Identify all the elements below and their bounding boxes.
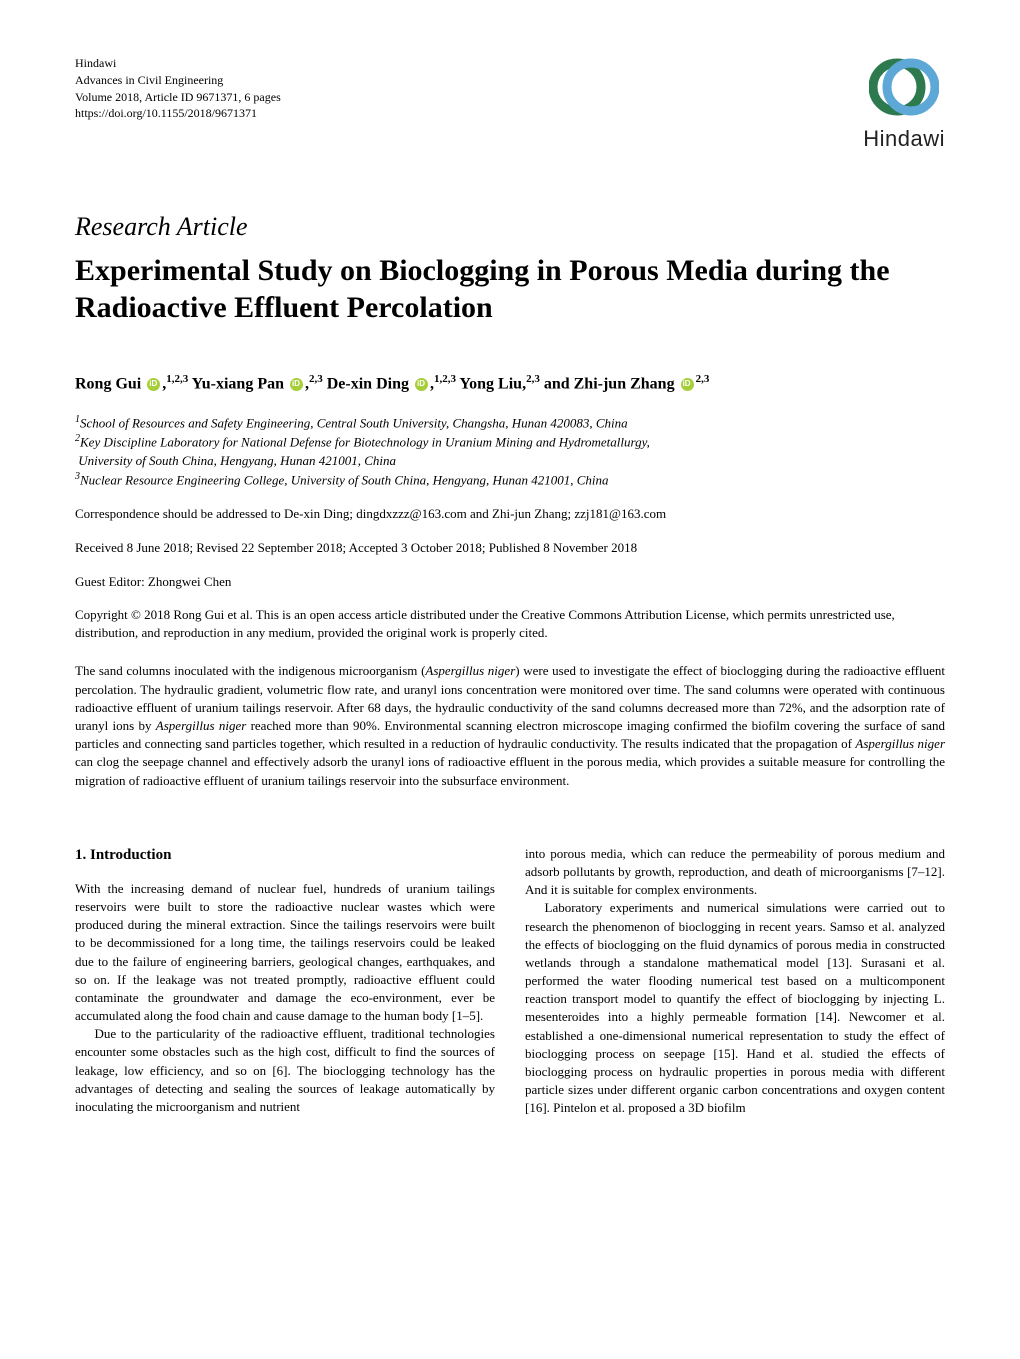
abstract: The sand columns inoculated with the ind… bbox=[75, 662, 945, 789]
publisher-logo: Hindawi bbox=[863, 55, 945, 154]
author-name: De-xin Ding bbox=[327, 375, 409, 392]
hindawi-logo-icon bbox=[869, 55, 939, 120]
orcid-icon[interactable] bbox=[147, 378, 160, 391]
logo-text: Hindawi bbox=[863, 124, 945, 154]
affiliation-item: 1School of Resources and Safety Engineer… bbox=[75, 413, 945, 433]
species-name: Aspergillus niger bbox=[156, 718, 246, 733]
author-affiliation-ref: 2,3 bbox=[309, 373, 323, 385]
author-list: Rong Gui ,1,2,3 Yu-xiang Pan ,2,3 De-xin… bbox=[75, 372, 945, 395]
affiliation-list: 1School of Resources and Safety Engineer… bbox=[75, 413, 945, 490]
abstract-text: The sand columns inoculated with the ind… bbox=[75, 663, 425, 678]
body-columns: 1. Introduction With the increasing dema… bbox=[75, 845, 945, 1118]
body-paragraph: With the increasing demand of nuclear fu… bbox=[75, 880, 495, 1026]
publisher-name: Hindawi bbox=[75, 55, 281, 72]
orcid-icon[interactable] bbox=[681, 378, 694, 391]
affiliation-item: 3Nuclear Resource Engineering College, U… bbox=[75, 470, 945, 490]
article-title: Experimental Study on Bioclogging in Por… bbox=[75, 252, 945, 327]
author-name: Zhi-jun Zhang bbox=[574, 375, 675, 392]
species-name: Aspergillus niger bbox=[855, 736, 945, 751]
right-column: into porous media, which can reduce the … bbox=[525, 845, 945, 1118]
affiliation-text: University of South China, Hengyang, Hun… bbox=[78, 453, 396, 468]
correspondence: Correspondence should be addressed to De… bbox=[75, 505, 945, 523]
orcid-icon[interactable] bbox=[290, 378, 303, 391]
abstract-text: can clog the seepage channel and effecti… bbox=[75, 754, 945, 787]
author-affiliation-ref: 1,2,3 bbox=[166, 373, 188, 385]
affiliation-item: 2Key Discipline Laboratory for National … bbox=[75, 432, 945, 452]
author-name: Rong Gui bbox=[75, 375, 141, 392]
section-heading: 1. Introduction bbox=[75, 845, 495, 866]
article-type: Research Article bbox=[75, 209, 945, 244]
body-paragraph: into porous media, which can reduce the … bbox=[525, 845, 945, 900]
body-paragraph: Due to the particularity of the radioact… bbox=[75, 1025, 495, 1116]
volume-line: Volume 2018, Article ID 9671371, 6 pages bbox=[75, 89, 281, 106]
affiliation-text: Key Discipline Laboratory for National D… bbox=[80, 435, 650, 450]
author-affiliation-ref: 2,3 bbox=[526, 373, 540, 385]
affiliation-text: School of Resources and Safety Engineeri… bbox=[80, 415, 628, 430]
author-and: and bbox=[544, 375, 570, 392]
publication-dates: Received 8 June 2018; Revised 22 Septemb… bbox=[75, 539, 945, 557]
body-paragraph: Laboratory experiments and numerical sim… bbox=[525, 899, 945, 1117]
guest-editor: Guest Editor: Zhongwei Chen bbox=[75, 573, 945, 591]
species-name: Aspergillus niger bbox=[425, 663, 515, 678]
left-column: 1. Introduction With the increasing dema… bbox=[75, 845, 495, 1118]
copyright-notice: Copyright © 2018 Rong Gui et al. This is… bbox=[75, 606, 945, 642]
journal-name: Advances in Civil Engineering bbox=[75, 72, 281, 89]
author-affiliation-ref: 1,2,3 bbox=[434, 373, 456, 385]
header-row: Hindawi Advances in Civil Engineering Vo… bbox=[75, 55, 945, 154]
journal-info: Hindawi Advances in Civil Engineering Vo… bbox=[75, 55, 281, 122]
affiliation-text: Nuclear Resource Engineering College, Un… bbox=[80, 472, 608, 487]
author-name: Yong Liu, bbox=[459, 375, 526, 392]
author-name: Yu-xiang Pan bbox=[192, 375, 284, 392]
author-affiliation-ref: 2,3 bbox=[696, 373, 710, 385]
affiliation-item-cont: University of South China, Hengyang, Hun… bbox=[75, 452, 945, 470]
orcid-icon[interactable] bbox=[415, 378, 428, 391]
doi-link[interactable]: https://doi.org/10.1155/2018/9671371 bbox=[75, 105, 281, 122]
